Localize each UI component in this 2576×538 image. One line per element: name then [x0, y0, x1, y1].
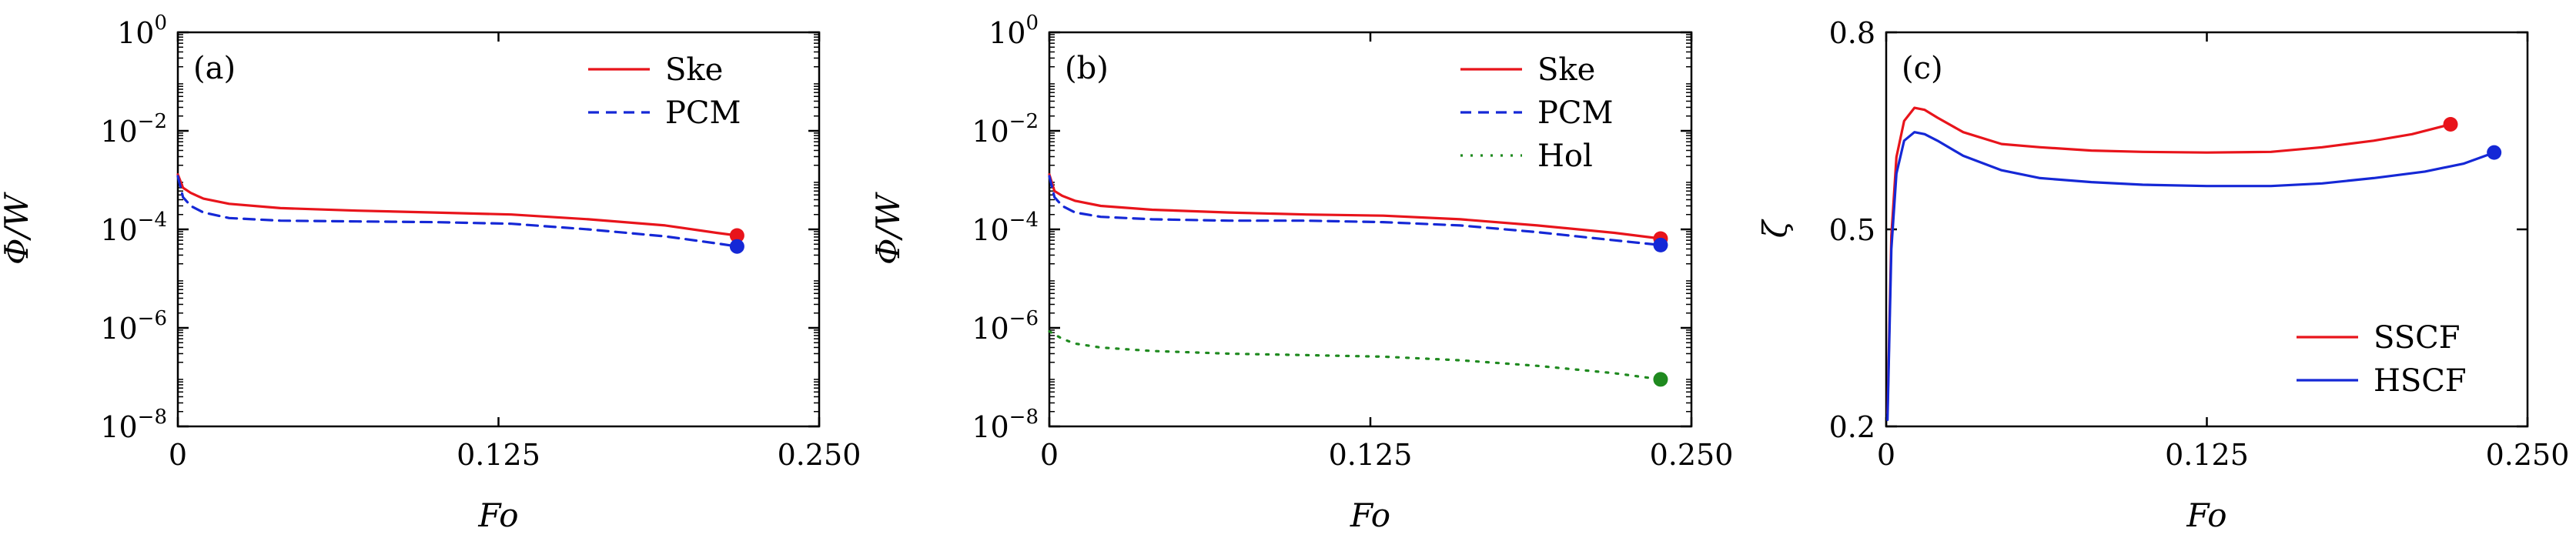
legend-label-hol: Hol [1537, 139, 1593, 174]
series-line-ske [176, 173, 739, 237]
series-end-marker-pcm [1653, 237, 1668, 252]
series-line-pcm [176, 175, 739, 248]
legend-label-ske: Ske [1537, 52, 1595, 88]
series-end-marker-ske [729, 228, 744, 243]
series-end-marker-sscf [2443, 116, 2458, 132]
series-line-ske [1048, 173, 1662, 240]
x-tick-label: 0.250 [2486, 438, 2570, 472]
y-tick-label: 10−2 [100, 110, 167, 149]
y-tick-label: 10−2 [972, 110, 1039, 149]
panel-label: (b) [1065, 51, 1109, 86]
y-tick-label: 10−4 [972, 209, 1039, 247]
legend-label-hscf: HSCF [2374, 363, 2467, 399]
x-axis-label: Fo [477, 496, 518, 534]
series-line-hscf [1886, 131, 2496, 422]
panel-label: (a) [193, 51, 236, 86]
series-line-pcm [1048, 175, 1662, 246]
y-tick-label: 0.5 [1829, 213, 1875, 247]
y-tick-label: 0.2 [1829, 410, 1875, 444]
series-end-marker-pcm [729, 239, 744, 254]
legend-label-pcm: PCM [1537, 95, 1613, 131]
x-tick-label: 0.125 [457, 438, 540, 472]
series-end-marker-hscf [2487, 145, 2502, 160]
x-tick-label: 0 [1877, 438, 1895, 472]
series-line-hol [1048, 329, 1662, 381]
y-tick-label: 0.8 [1829, 16, 1875, 50]
panel-c: 0 0.125 0.250 0.2 0.5 0.8 Fo ζ (c) SSCF HSCF [1756, 16, 2569, 534]
x-tick-label: 0 [1040, 438, 1059, 472]
x-tick-label: 0.250 [1650, 438, 1734, 472]
y-axis-label: ζ [1756, 219, 1794, 238]
y-tick-label: 10−8 [972, 406, 1039, 444]
x-axis-label: Fo [1350, 496, 1390, 534]
y-tick-label: 10−6 [972, 307, 1039, 346]
x-tick-label: 0 [169, 438, 187, 472]
y-tick-label: 100 [989, 12, 1039, 50]
y-tick-label: 10−6 [100, 307, 167, 346]
x-tick-label: 0.250 [778, 438, 861, 472]
y-axis-label: Φ/W [869, 191, 907, 265]
series-end-marker-hol [1653, 372, 1668, 387]
x-tick-label: 0.125 [2165, 438, 2249, 472]
plot-frame [1048, 31, 1693, 428]
x-tick-label: 0.125 [1329, 438, 1413, 472]
legend-label-pcm: PCM [665, 95, 741, 131]
panel-b: 0 0.125 0.250 100 10−2 10−4 10−6 10−8 Fo Φ/W (b) Sk… [869, 12, 1733, 534]
legend-label-sscf: SSCF [2374, 320, 2460, 356]
y-tick-label: 10−8 [100, 406, 167, 444]
x-axis-label: Fo [2186, 496, 2226, 534]
y-tick-label: 100 [117, 12, 167, 50]
panel-label: (c) [1902, 51, 1943, 86]
y-tick-label: 10−4 [100, 209, 167, 247]
y-axis-label: Φ/W [0, 191, 35, 265]
legend-label-ske: Ske [665, 52, 723, 88]
panel-a: 0 0.125 0.250 100 10−2 10−4 10−6 10−8 Fo Φ/W (a) Sk… [0, 12, 861, 534]
plot-frame [176, 31, 821, 428]
series-line-sscf [1886, 106, 2452, 415]
